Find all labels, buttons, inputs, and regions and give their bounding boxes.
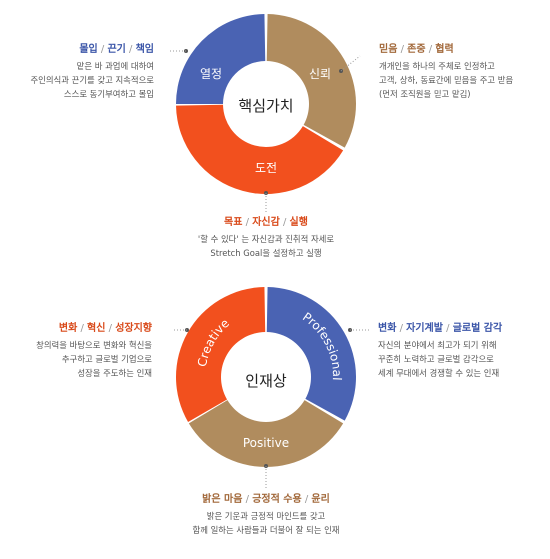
center-label-talent: 인재상 (245, 372, 287, 390)
note-line: 밝은 기운과 긍정적 마인드를 갖고 (206, 511, 326, 521)
segment-label-trust: 신뢰 (309, 67, 331, 81)
note-heading: 목표 / 자신감 / 실행 (224, 217, 308, 228)
note-heading: 변화 / 혁신 / 성장지향 (58, 323, 152, 334)
note-trust: 믿음 / 존중 / 협력 개개인을 하나의 주체로 인정하고 고객, 상하, 동… (379, 42, 549, 101)
note-line: 함께 일하는 사람들과 더불어 잘 되는 인재 (192, 525, 340, 535)
note-heading: 변화 / 자기계발 / 글로벌 감각 (378, 323, 503, 334)
note-heading: 밝은 마음 / 긍정적 수용 / 윤리 (202, 494, 330, 505)
note-creative: 변화 / 혁신 / 성장지향 창의력을 바탕으로 변화와 혁신을 추구하고 글로… (0, 321, 152, 380)
segment-creative (176, 287, 266, 422)
note-passion: 몰입 / 끈기 / 책임 맡은 바 과업에 대하여 주인의식과 끈기를 갖고 지… (0, 42, 154, 101)
note-line: 꾸준히 노력하고 글로벌 감각으로 (378, 354, 494, 364)
note-line: Stretch Goal을 설정하고 실행 (210, 248, 322, 258)
note-heading: 몰입 / 끈기 / 책임 (79, 44, 154, 55)
segment-passion (176, 14, 266, 104)
connector-line (340, 55, 361, 72)
note-line: (먼저 조직원을 믿고 맡김) (379, 89, 471, 99)
segment-trust (266, 14, 356, 148)
segment-challenge (176, 104, 344, 195)
note-line: 고객, 상하, 동료간에 믿음을 주고 받음 (379, 75, 514, 85)
note-line: 성장을 주도하는 인재 (77, 368, 152, 378)
segment-label-positive: Positive (243, 436, 289, 450)
note-line: 스스로 동기부여하고 몰입 (63, 89, 154, 99)
note-line: 주인의식과 끈기를 갖고 지속적으로 (30, 75, 154, 85)
note-line: 자신의 분야에서 최고가 되기 위해 (378, 340, 497, 350)
connectors-2 (173, 328, 370, 488)
connectors-1 (170, 49, 361, 212)
segment-positive (188, 400, 344, 468)
note-heading: 믿음 / 존중 / 협력 (379, 44, 454, 55)
note-line: 개개인을 하나의 주체로 인정하고 (379, 61, 495, 71)
segment-label-challenge: 도전 (255, 161, 277, 175)
note-line: 추구하고 글로벌 기업으로 (61, 354, 152, 364)
core-values-donut: 열정 신뢰 도전 핵심가치 (170, 14, 361, 212)
note-professional: 변화 / 자기계발 / 글로벌 감각 자신의 분야에서 최고가 되기 위해 꾸준… (378, 321, 548, 380)
segment-label-passion: 열정 (200, 67, 222, 81)
note-positive: 밝은 마음 / 긍정적 수용 / 윤리 밝은 기운과 긍정적 마인드를 갖고 함… (146, 492, 386, 537)
note-line: 세계 무대에서 경쟁할 수 있는 인재 (378, 368, 500, 378)
note-challenge: 목표 / 자신감 / 실행 '할 수 있다' 는 자신감과 진취적 자세로 St… (156, 215, 376, 260)
center-label-core-values: 핵심가치 (238, 97, 293, 115)
note-line: 창의력을 바탕으로 변화와 혁신을 (36, 340, 152, 350)
note-line: '할 수 있다' 는 자신감과 진취적 자세로 (197, 234, 335, 244)
segment-professional (266, 287, 356, 421)
talent-donut: Creative Professional Positive 인재상 (173, 287, 370, 488)
note-line: 맡은 바 과업에 대하여 (76, 61, 154, 71)
